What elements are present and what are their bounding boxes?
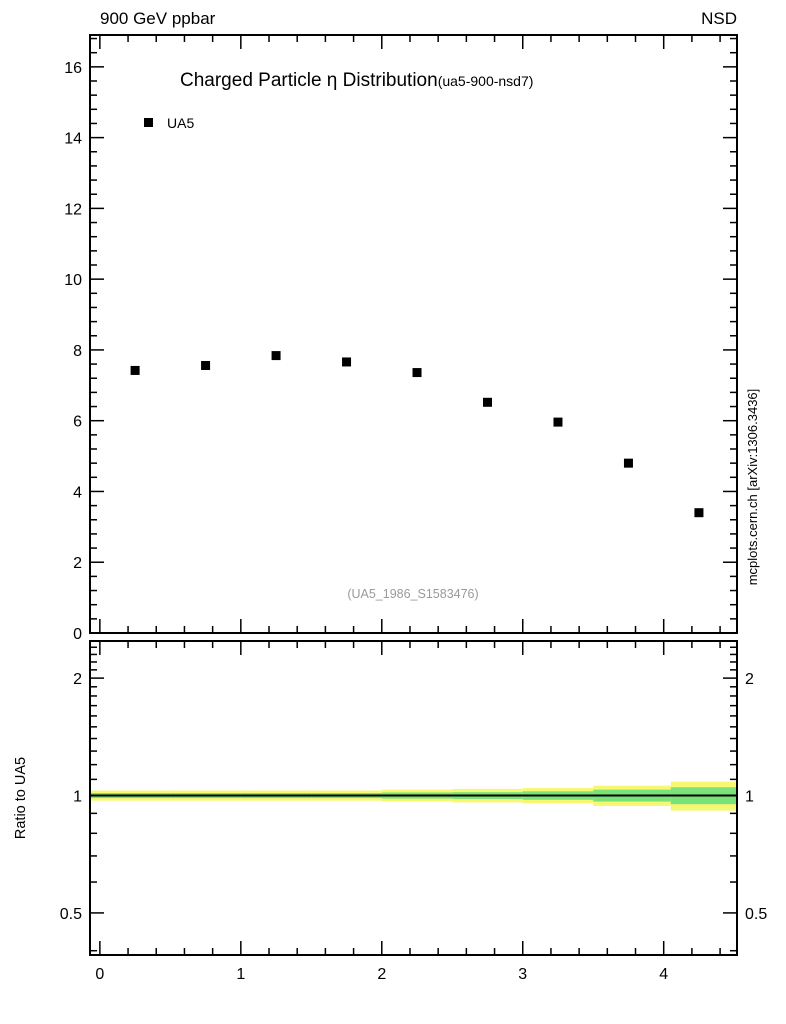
mcplots-attribution: mcplots.cern.ch [arXiv:1306.3436] [745,389,760,586]
data-point [201,360,211,370]
beam-energy-label: 900 GeV ppbar [100,9,216,28]
data-points-layer [130,351,704,518]
tick-label: 2 [745,671,754,688]
ratio-bands-layer [90,781,737,811]
watermark-text: (UA5_1986_S1583476) [347,587,478,601]
tick-label: 0 [95,966,104,983]
data-point [130,365,140,375]
tick-label: 2 [73,555,82,572]
legend-marker-square-icon [144,118,153,127]
tick-label: 8 [73,343,82,360]
plot-title: Charged Particle η Distribution [180,70,438,91]
data-point [553,417,563,427]
tick-label: 6 [73,414,82,431]
ratio-ylabel: Ratio to UA5 [13,757,29,839]
tick-label: 2 [73,671,82,688]
data-point [483,397,493,407]
tick-label: 1 [236,966,245,983]
legend-entry-ua5: UA5 [144,115,194,131]
tick-label: 0 [73,626,82,643]
data-point [271,351,281,361]
tick-label: 4 [73,484,82,501]
tick-label: 1 [745,789,754,806]
tick-label: 12 [64,201,82,218]
tick-label: 1 [73,789,82,806]
tick-label: 3 [518,966,527,983]
data-point [623,458,633,468]
tick-label: 0.5 [745,906,767,923]
main-plot-frame [89,34,738,634]
data-point [694,508,704,518]
plot-title-group: Charged Particle η Distribution(ua5-900-… [180,70,533,91]
data-point [412,368,422,378]
axis-ticks-layer [90,35,737,955]
legend-label: UA5 [167,115,194,131]
tick-label: 10 [64,272,82,289]
tick-label: 16 [64,60,82,77]
data-point [342,357,352,367]
ratio-plot-frame [89,640,738,956]
tick-label: 4 [659,966,668,983]
tick-label: 0.5 [60,906,82,923]
tick-label: 14 [64,131,82,148]
nsd-label: NSD [701,9,737,28]
tick-label: 2 [377,966,386,983]
plot-subtitle: (ua5-900-nsd7) [438,73,534,89]
